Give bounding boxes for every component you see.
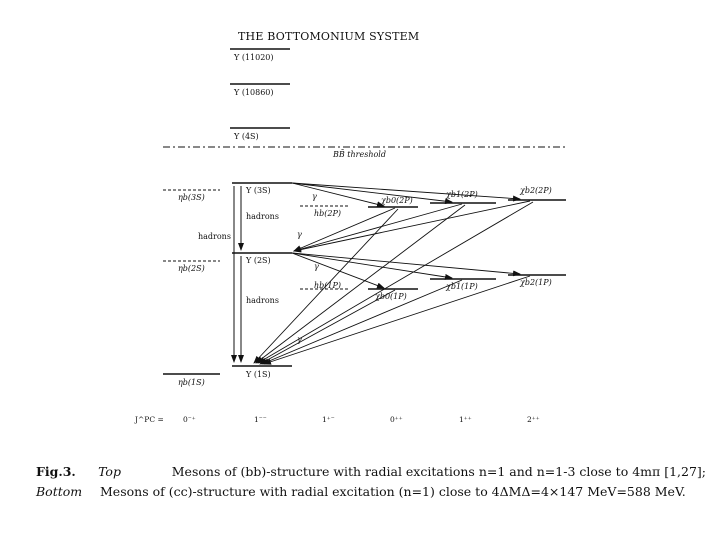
gamma-chi-b2-2p-1s xyxy=(257,201,534,364)
gamma-chi-b0-1p-1s xyxy=(259,289,396,365)
label-chi-b0-2p: χb0(2P) xyxy=(381,196,413,205)
label-upsilon-10860: Υ (10860) xyxy=(234,88,274,97)
gamma-chi-b1-2p-1s xyxy=(255,204,466,364)
label-gamma: γ xyxy=(297,230,302,239)
label-upsilon-2s: Υ (2S) xyxy=(246,256,271,265)
caption-top-text: Mesons of (bb)-structure with radial exc… xyxy=(171,464,706,479)
jpc-value: 1⁻⁻ xyxy=(254,415,267,424)
diagram-title: THE BOTTOMONIUM SYSTEM xyxy=(238,30,420,43)
gamma-chi-b1-2p-2s xyxy=(293,203,463,253)
gamma-2s-chi-b0-1p xyxy=(291,252,385,289)
label-upsilon-3s: Υ (3S) xyxy=(246,186,271,195)
label-upsilon-1s: Υ (1S) xyxy=(246,370,271,379)
label-hadrons-3s-2s: hadrons xyxy=(246,212,279,221)
label-hb-2p: hb(2P) xyxy=(314,209,341,218)
jpc-value: 2⁺⁺ xyxy=(527,415,540,424)
caption-row-top: Fig.3. Top Mesons of (bb)-structure with… xyxy=(36,462,706,482)
caption-fig-label: Fig.3. xyxy=(36,464,76,479)
label-gamma: γ xyxy=(314,262,319,271)
jpc-value: 0⁻⁺ xyxy=(183,415,196,424)
caption-top-label: Top xyxy=(98,464,121,479)
label-chi-b1-1p: χb1(1P) xyxy=(446,282,478,291)
label-gamma: γ xyxy=(297,335,302,344)
gamma-chi-b2-1p-1s xyxy=(263,275,531,365)
label-chi-b2-2p: χb2(2P) xyxy=(520,186,552,195)
gamma-chi-b2-2p-2s xyxy=(293,200,531,253)
figure-caption: Fig.3. Top Mesons of (bb)-structure with… xyxy=(36,462,706,502)
caption-bottom-label: Bottom xyxy=(36,484,83,499)
gamma-chi-b0-2p-2s xyxy=(293,207,396,252)
label-gamma: γ xyxy=(312,192,317,201)
label-chi-b2-1p: χb2(1P) xyxy=(520,278,552,287)
gamma-chi-b0-2p-1s xyxy=(253,208,399,364)
gamma-3s-chi-b2-2p xyxy=(291,182,521,202)
label-upsilon-4s: Υ (4S) xyxy=(234,132,259,141)
label-hadrons-2s-1s: hadrons xyxy=(246,296,279,305)
label-hadrons-3s-1s: hadrons xyxy=(198,232,231,241)
caption-bottom-text: Mesons of (cc)-structure with radial exc… xyxy=(100,484,686,499)
jpc-value: 1⁺⁻ xyxy=(322,415,335,424)
jpc-label: J^PC = xyxy=(135,415,164,424)
label-eta-1s: ηb(1S) xyxy=(178,378,205,387)
label-eta-2s: ηb(2S) xyxy=(178,264,205,273)
jpc-value: 1⁺⁺ xyxy=(459,415,472,424)
label-chi-b1-2p: χb1(2P) xyxy=(446,190,478,199)
label-chi-b0-1p: χb0(1P) xyxy=(375,292,407,301)
label-threshold: BB̄ threshold xyxy=(333,150,386,159)
caption-row-bottom: Bottom Mesons of (cc)-structure with rad… xyxy=(36,482,706,502)
label-hb-1p: hb(1P) xyxy=(314,281,341,290)
gamma-2s-chi-b1-1p xyxy=(291,252,453,280)
label-eta-3s: ηb(3S) xyxy=(178,193,205,202)
jpc-value: 0⁺⁺ xyxy=(390,415,403,424)
gamma-3s-chi-b1-2p xyxy=(291,182,453,205)
gamma-2s-chi-b2-1p xyxy=(291,252,521,277)
label-upsilon-11020: Υ (11020) xyxy=(234,53,274,62)
gamma-chi-b1-1p-1s xyxy=(261,279,463,365)
gamma-3s-chi-b0-2p xyxy=(291,182,385,208)
